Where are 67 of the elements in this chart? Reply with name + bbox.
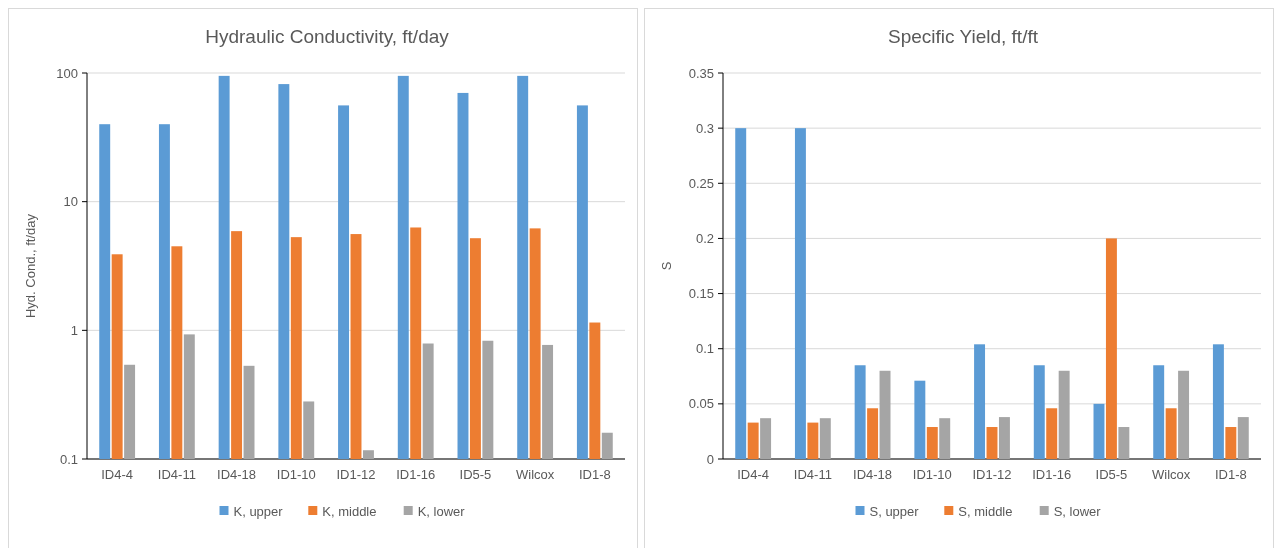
bar [1237,417,1249,459]
legend-label: K, lower [417,503,466,519]
y-axis-title: S [659,261,674,271]
x-tick-label: ID1-16 [396,467,436,482]
bar [1105,238,1117,459]
legend-label: S, upper [869,503,920,519]
bar [807,422,819,459]
x-tick-label: ID1-8 [578,467,611,482]
y-tick-label: 0.25 [688,175,714,191]
bar [998,417,1010,459]
x-tick-label: Wilcox [515,467,555,482]
bar [819,418,831,459]
x-tick-label: ID1-12 [972,467,1012,482]
y-tick-label: 0.35 [688,65,714,81]
legend-label: S, middle [958,503,1013,519]
bar [914,380,926,459]
y-tick-label: 0 [706,451,714,467]
y-axis-title: Hyd. Cond., ft/day [23,213,38,319]
bar [974,344,986,459]
x-tick-label: Wilcox [1151,467,1191,482]
bar [986,427,998,459]
y-tick-label: 0.05 [688,396,714,412]
bar [1033,365,1045,459]
bar [794,128,806,459]
bar [867,408,879,459]
y-tick-label: 10 [63,194,78,210]
y-tick-label: 0.1 [59,451,78,467]
bar [735,128,747,459]
y-tick-label: 0.1 [695,341,714,357]
bar [1165,408,1177,459]
x-tick-label: ID5-5 [459,467,492,482]
bar [747,422,759,459]
x-tick-label: ID4-11 [157,467,196,482]
legend-label: K, upper [233,503,284,519]
y-tick-label: 0.3 [695,120,714,136]
x-tick-label: ID4-4 [101,467,134,482]
bar [1153,365,1165,459]
y-tick-label: 0.2 [695,230,714,246]
bar [1093,403,1105,459]
x-tick-label: ID1-8 [1214,467,1247,482]
bar [1058,370,1070,459]
bar [1118,427,1130,459]
bar [1178,370,1190,459]
x-tick-label: ID4-18 [217,467,257,482]
legend-label: S, lower [1053,503,1102,519]
y-tick-label: 0.15 [688,286,714,302]
bar [760,418,772,459]
y-tick-label: 1 [70,322,78,338]
y-tick-label: 100 [56,65,78,81]
bar [926,427,938,459]
x-tick-label: ID1-12 [336,467,376,482]
bar [939,418,951,459]
bar [1212,344,1224,459]
x-tick-label: ID4-18 [853,467,893,482]
x-tick-label: ID4-4 [737,467,770,482]
x-tick-label: ID4-11 [793,467,832,482]
bar [879,370,891,459]
x-tick-label: ID1-16 [1032,467,1072,482]
bar [1046,408,1058,459]
x-tick-label: ID1-10 [276,467,316,482]
chart-title: Specific Yield, ft/ft [888,26,1039,47]
legend-label: K, middle [322,503,377,519]
chart-title: Hydraulic Conductivity, ft/day [205,26,450,47]
bar [1225,427,1237,459]
x-tick-label: ID1-10 [912,467,952,482]
bar [854,365,866,459]
x-tick-label: ID5-5 [1095,467,1128,482]
